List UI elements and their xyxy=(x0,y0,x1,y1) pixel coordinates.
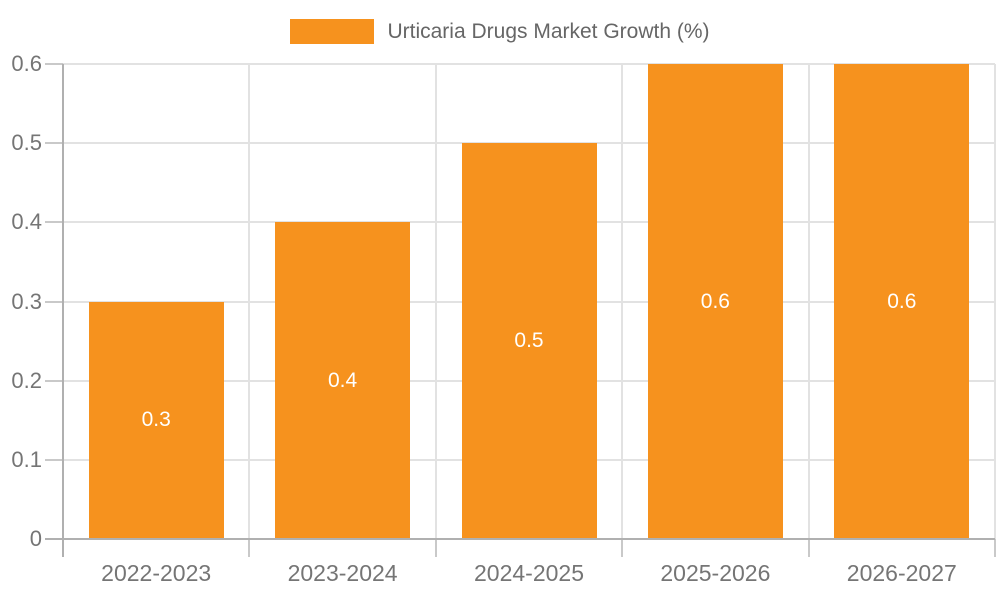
x-axis-line xyxy=(45,538,995,540)
x-axis-label: 2024-2025 xyxy=(473,560,584,586)
x-axis-tick xyxy=(434,539,437,557)
x-axis-label: 2025-2026 xyxy=(660,560,771,586)
y-gridline xyxy=(63,63,995,65)
y-axis-label: 0 xyxy=(29,526,42,551)
x-axis-tick xyxy=(807,539,810,557)
legend-swatch xyxy=(290,18,375,44)
x-gridline xyxy=(807,64,810,539)
y-axis-label: 0.4 xyxy=(11,209,42,235)
x-axis-label: 2023-2024 xyxy=(287,560,398,586)
x-axis-label: 2026-2027 xyxy=(846,560,957,586)
bar[interactable] xyxy=(275,222,411,539)
x-axis-label: 2022-2023 xyxy=(101,560,212,586)
y-axis-tick xyxy=(45,458,63,461)
bar[interactable] xyxy=(88,301,224,539)
x-gridline xyxy=(621,64,624,539)
y-axis-tick xyxy=(45,142,63,145)
y-axis-label: 0.5 xyxy=(11,130,42,156)
bar[interactable] xyxy=(647,64,783,539)
y-axis-tick xyxy=(45,221,63,224)
y-axis-tick xyxy=(45,379,63,382)
x-axis-tick xyxy=(994,539,996,557)
y-axis-tick xyxy=(45,300,63,303)
y-axis-label: 0.3 xyxy=(11,288,42,314)
bar-value-label: 0.4 xyxy=(327,368,358,392)
bar-value-label: 0.5 xyxy=(514,329,544,353)
x-gridline xyxy=(994,64,996,539)
x-axis-tick xyxy=(248,539,251,557)
bar[interactable] xyxy=(461,143,597,539)
bar[interactable] xyxy=(834,64,970,539)
legend-label: Urticaria Drugs Market Growth (%) xyxy=(387,19,710,43)
y-axis-label: 0.2 xyxy=(11,367,42,393)
bar-value-label: 0.6 xyxy=(700,289,730,313)
y-axis-label: 0.6 xyxy=(11,51,42,76)
legend[interactable]: Urticaria Drugs Market Growth (%) xyxy=(0,17,1000,45)
x-gridline xyxy=(248,64,251,539)
y-axis-line xyxy=(62,64,64,557)
x-gridline xyxy=(434,64,437,539)
bar-value-label: 0.6 xyxy=(887,289,917,313)
y-axis-tick xyxy=(45,63,63,65)
x-axis-tick xyxy=(621,539,624,557)
bar-value-label: 0.3 xyxy=(141,408,171,432)
y-axis-label: 0.1 xyxy=(11,446,42,472)
